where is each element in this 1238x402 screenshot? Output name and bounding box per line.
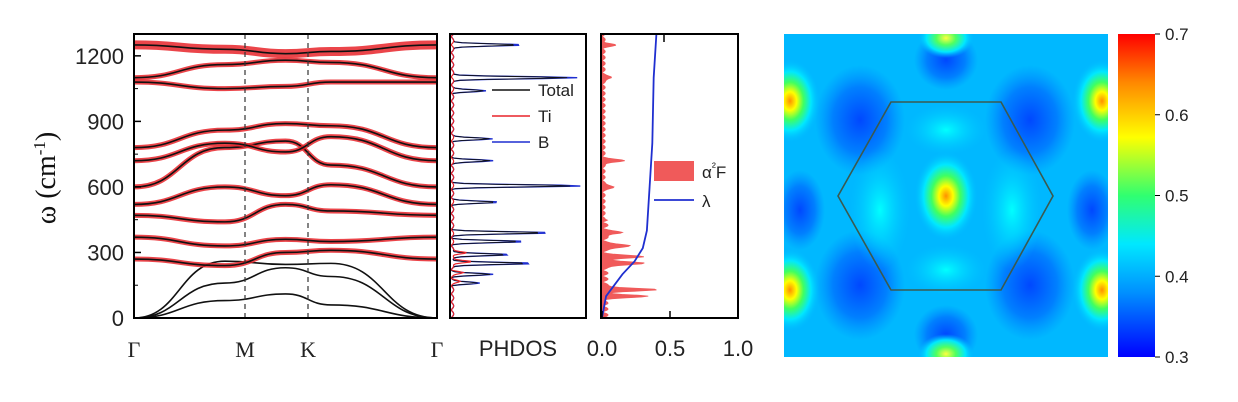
- phonon-branch: [134, 249, 437, 267]
- heatmap-panel: [784, 34, 1108, 357]
- colorbar-tick-label: 0.5: [1165, 187, 1189, 206]
- phonon-branch: [134, 266, 437, 318]
- xtick-label: Γ: [128, 337, 141, 362]
- xtick-label: K: [300, 337, 316, 362]
- phonon-branch: [134, 183, 437, 206]
- legend-label: α²F: [702, 160, 726, 182]
- cool-region: [784, 170, 825, 250]
- colorbar-tick-label: 0.7: [1165, 25, 1189, 44]
- ytick-label: 600: [87, 175, 124, 200]
- colorbar-tick-label: 0.4: [1165, 267, 1189, 286]
- phonon-branch: [134, 44, 437, 55]
- glow-region: [850, 150, 910, 270]
- phdos-panel: Total Ti B PHDOS: [449, 33, 587, 361]
- phonon-branch: [134, 140, 437, 188]
- dispersion-yticks: 0 300 600 900 1200: [75, 44, 141, 331]
- phonon-branch: [134, 135, 437, 162]
- colorbar-tick-label: 0.3: [1165, 348, 1189, 367]
- mode-weight-band: [134, 138, 437, 190]
- phdos-frame: [449, 33, 587, 319]
- ytick-label: 0: [112, 306, 124, 331]
- colorbar-tick-label: 0.6: [1165, 106, 1189, 125]
- cool-region: [815, 65, 905, 175]
- a2f-area: [600, 33, 657, 319]
- ytick-label: 300: [87, 240, 124, 265]
- colorbar-ticks: 0.3 0.4 0.5 0.6 0.7: [1155, 25, 1189, 367]
- xtick-label: 0.5: [655, 336, 686, 361]
- phdos-curves: [449, 33, 581, 319]
- hotspot-center: [914, 151, 978, 241]
- glow-region: [906, 245, 986, 295]
- phonon-branch: [134, 59, 437, 79]
- warmspot-bottom: [918, 334, 974, 357]
- eliashberg-xticks: 0.0 0.5 1.0: [587, 34, 754, 361]
- phonon-branch: [134, 81, 437, 90]
- brillouin-zone-hexagon: [837, 101, 1054, 291]
- phdos-xlabel: PHDOS: [479, 336, 557, 361]
- phonon-branch: [134, 122, 437, 149]
- hotspot-left-top: [784, 59, 820, 143]
- legend-label: B: [538, 133, 549, 152]
- eliashberg-panel: 0.0 0.5 1.0 α²F λ: [587, 33, 754, 361]
- ytick-label: 900: [87, 109, 124, 134]
- glow-region: [982, 150, 1042, 270]
- hotspot-right-bottom: [1072, 248, 1108, 332]
- phonon-branch: [134, 236, 437, 247]
- legend-label: Total: [538, 81, 574, 100]
- xtick-label: 1.0: [723, 336, 754, 361]
- phonon-branch: [134, 293, 437, 318]
- hotspot-left-bottom: [784, 248, 820, 332]
- dispersion-ylabel: ω (cm-1): [30, 132, 62, 224]
- heatmap-glow-regions: [850, 105, 1042, 295]
- xtick-label: Γ: [431, 337, 444, 362]
- phonon-dispersion-panel: 0 300 600 900 1200 Γ M K Γ ω (cm-1): [30, 33, 444, 362]
- dispersion-frame: [133, 33, 438, 319]
- mode-weight-band: [134, 121, 437, 151]
- eliashberg-curves: [600, 33, 658, 319]
- colorbar-bar: [1118, 34, 1155, 357]
- cool-region: [1067, 170, 1108, 250]
- legend-label: λ: [702, 192, 711, 211]
- glow-region: [906, 105, 986, 155]
- mode-weight-band: [134, 40, 437, 59]
- xtick-label: 0.0: [587, 336, 618, 361]
- phonon-branch: [134, 260, 437, 318]
- mode-weight-band: [134, 182, 437, 207]
- legend-swatch: [654, 161, 694, 181]
- cool-region: [985, 65, 1075, 175]
- colorbar: 0.3 0.4 0.5 0.6 0.7: [1118, 25, 1189, 367]
- phdos-legend: Total Ti B: [492, 81, 574, 152]
- eliashberg-legend: α²F λ: [654, 160, 726, 211]
- ytick-label: 1200: [75, 44, 124, 69]
- lambda-curve: [601, 33, 658, 319]
- hotspot-right-top: [1072, 59, 1108, 143]
- warmspot-top: [918, 34, 974, 58]
- dispersion-curves: [134, 40, 437, 318]
- legend-label: Ti: [538, 107, 552, 126]
- xtick-label: M: [235, 337, 255, 362]
- phonon-branch: [134, 203, 437, 223]
- phdos-ti-curve: [450, 33, 472, 319]
- mode-weight-band: [134, 57, 437, 81]
